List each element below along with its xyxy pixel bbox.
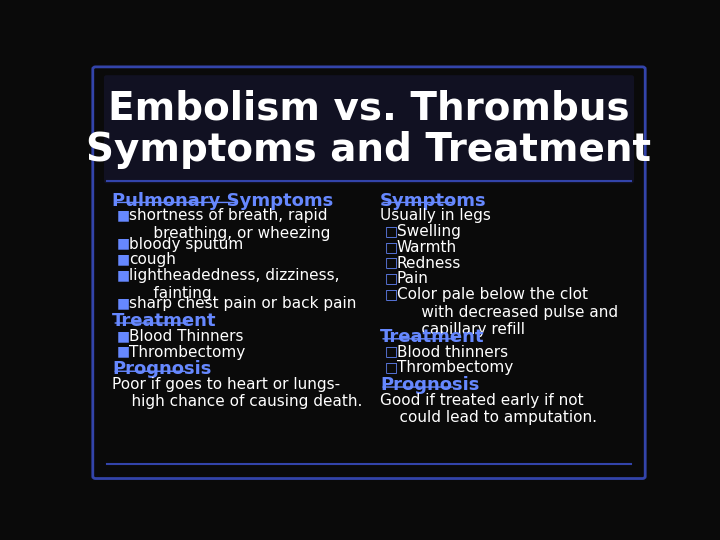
Text: □: □ xyxy=(384,360,397,374)
Text: Pain: Pain xyxy=(397,272,429,286)
Text: lightheadedness, dizziness,
     fainting: lightheadedness, dizziness, fainting xyxy=(129,268,340,301)
Text: Swelling: Swelling xyxy=(397,224,461,239)
Text: ■: ■ xyxy=(117,329,130,343)
Text: □: □ xyxy=(384,240,397,254)
Text: ■: ■ xyxy=(117,252,130,266)
Text: shortness of breath, rapid
     breathing, or wheezing: shortness of breath, rapid breathing, or… xyxy=(129,208,330,241)
FancyBboxPatch shape xyxy=(93,67,645,478)
Text: Warmth: Warmth xyxy=(397,240,457,255)
Text: ■: ■ xyxy=(117,296,130,310)
Text: Usually in legs: Usually in legs xyxy=(380,208,491,223)
Text: Blood Thinners: Blood Thinners xyxy=(129,329,243,344)
Text: ■: ■ xyxy=(117,345,130,359)
Text: □: □ xyxy=(384,272,397,286)
Text: cough: cough xyxy=(129,252,176,267)
Text: □: □ xyxy=(384,345,397,359)
Text: Pulmonary Symptoms: Pulmonary Symptoms xyxy=(112,192,333,210)
Text: bloody sputum: bloody sputum xyxy=(129,237,243,252)
Text: ■: ■ xyxy=(117,208,130,222)
Text: Treatment: Treatment xyxy=(112,312,217,330)
Text: Color pale below the clot
     with decreased pulse and
     capillary refill: Color pale below the clot with decreased… xyxy=(397,287,618,337)
Text: ■: ■ xyxy=(117,268,130,282)
Text: Embolism vs. Thrombus: Embolism vs. Thrombus xyxy=(108,90,630,127)
Text: Poor if goes to heart or lungs-
    high chance of causing death.: Poor if goes to heart or lungs- high cha… xyxy=(112,377,363,409)
Text: Good if treated early if not
    could lead to amputation.: Good if treated early if not could lead … xyxy=(380,393,597,426)
Text: Thrombectomy: Thrombectomy xyxy=(397,360,513,375)
Text: ■: ■ xyxy=(117,237,130,251)
Text: Thrombectomy: Thrombectomy xyxy=(129,345,246,360)
Text: □: □ xyxy=(384,224,397,238)
Text: Symptoms and Treatment: Symptoms and Treatment xyxy=(86,131,652,169)
Text: sharp chest pain or back pain: sharp chest pain or back pain xyxy=(129,296,356,312)
Text: □: □ xyxy=(384,255,397,269)
Text: Redness: Redness xyxy=(397,255,462,271)
Text: □: □ xyxy=(384,287,397,301)
Text: Prognosis: Prognosis xyxy=(380,376,480,394)
Text: Blood thinners: Blood thinners xyxy=(397,345,508,360)
Text: Treatment: Treatment xyxy=(380,328,485,346)
Text: Symptoms: Symptoms xyxy=(380,192,487,210)
Text: Prognosis: Prognosis xyxy=(112,360,212,379)
FancyBboxPatch shape xyxy=(104,75,634,183)
